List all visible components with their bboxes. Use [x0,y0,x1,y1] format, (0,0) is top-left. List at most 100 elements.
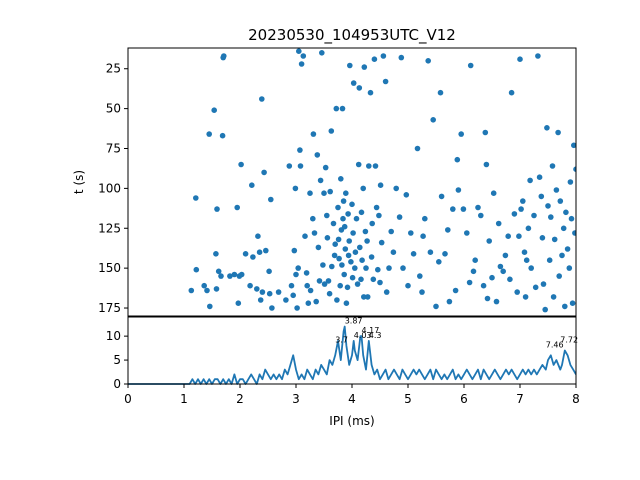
scatter-point [414,145,421,152]
scatter-point [557,198,564,204]
scatter-point [341,271,348,278]
scatter-point [266,268,272,275]
scatter-point [333,105,340,112]
scatter-point [335,236,342,243]
scatter-point [422,215,428,222]
scatter-point [505,233,512,239]
scatter-point [417,273,423,279]
scatter-point [340,198,347,204]
x-tick-label: 3 [292,392,300,406]
scatter-point [386,265,392,271]
scatter-plot-frame [127,47,577,317]
y-tick-label: 5 [113,353,121,367]
scatter-point [535,53,541,59]
scatter-point [480,282,487,289]
scatter-point [370,276,377,283]
scatter-point [358,276,364,283]
scatter-point [201,282,207,289]
scatter-point [548,214,554,220]
scatter-point [383,289,390,295]
scatter-point [408,230,414,236]
scatter-point [235,300,242,307]
scatter-point [377,182,384,188]
scatter-point [361,64,368,70]
scatter-point [304,282,311,289]
scatter-point [363,265,369,271]
x-tick-label: 4 [348,392,356,406]
peak-annotations: 3.7 3.87 4.034.174.3 7.467.72 [335,317,578,350]
scatter-point [403,192,410,198]
scatter-point [324,235,331,241]
scatter-point [528,265,534,271]
scatter-point [263,247,269,254]
scatter-point [361,294,367,300]
scatter-point [303,270,310,276]
scatter-point [343,190,349,196]
scatter-point [542,306,548,313]
scatter-points [188,48,576,313]
scatter-point [221,53,227,59]
scatter-point [268,196,274,203]
scatter-point [353,215,360,222]
scatter-point [388,228,395,235]
scatter-point [193,195,199,201]
scatter-point [466,279,473,286]
scatter-point [484,295,491,302]
scatter-point [213,251,219,257]
scatter-point [352,249,359,255]
scatter-point [300,53,307,59]
scatter-point [458,131,465,137]
scatter-point [460,206,467,212]
scatter-point [327,188,334,195]
scatter-point [336,255,342,262]
scatter-point [521,249,528,255]
scatter-point [467,62,474,69]
scatter-point [310,131,317,137]
y-tick-label: 75 [106,142,121,156]
y-tick-label: 0 [113,377,121,391]
scatter-point [553,187,560,193]
x-tick-label: 7 [516,392,524,406]
scatter-point [291,247,298,254]
y-tick-label: 100 [98,181,121,195]
scatter-point [343,300,350,307]
peak-label: 3.87 [345,317,363,326]
scatter-point [520,198,526,204]
scatter-point [380,53,387,59]
scatter-point [508,89,515,96]
y-tick-label: 25 [106,62,121,76]
scatter-point [315,244,322,251]
scatter-point [249,182,255,188]
scatter-point [345,211,351,217]
scatter-point [317,177,324,184]
scatter-point [559,252,565,259]
y-tick-label: 50 [106,102,121,116]
scatter-point [321,281,328,287]
scatter-point [247,282,253,289]
scatter-point [255,233,261,239]
histogram-line [128,325,576,385]
scatter-point [362,228,369,235]
scatter-point [560,225,567,232]
scatter-point [376,212,382,219]
scatter-point [257,297,264,303]
scatter-point [322,164,329,171]
scatter-point [358,209,365,216]
scatter-point [455,187,462,193]
scatter-point [500,268,507,275]
scatter-point [269,305,275,311]
scatter-point [348,259,354,265]
scatter-point [495,220,502,227]
scatter-point [342,246,349,252]
scatter-point [405,282,411,289]
scatter-point [288,282,295,289]
scatter-point [286,163,293,169]
scatter-point [364,294,371,300]
scatter-point [573,166,576,172]
scatter-point [234,204,240,211]
scatter-point [556,273,562,279]
scatter-point [490,190,497,196]
scatter-point [319,50,325,56]
scatter-point [219,132,226,139]
scatter-point [523,257,530,264]
